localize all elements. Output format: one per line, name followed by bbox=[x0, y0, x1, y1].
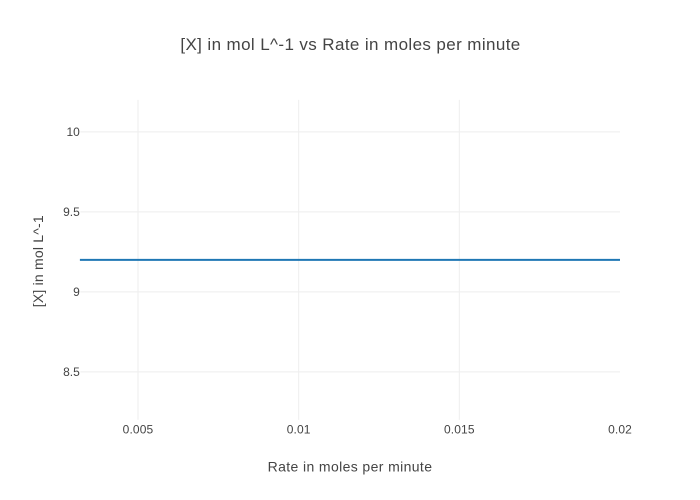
svg-text:[X] in mol L^-1 vs Rate in mol: [X] in mol L^-1 vs Rate in moles per min… bbox=[180, 35, 520, 54]
svg-text:9: 9 bbox=[73, 285, 80, 299]
svg-text:9.5: 9.5 bbox=[63, 205, 80, 219]
svg-text:0.01: 0.01 bbox=[287, 423, 311, 437]
svg-text:10: 10 bbox=[66, 125, 80, 139]
svg-text:Rate in moles per minute: Rate in moles per minute bbox=[268, 459, 433, 475]
svg-text:8.5: 8.5 bbox=[63, 365, 80, 379]
svg-text:[X] in mol L^-1: [X] in mol L^-1 bbox=[30, 215, 46, 307]
svg-text:0.02: 0.02 bbox=[608, 423, 632, 437]
svg-text:0.015: 0.015 bbox=[444, 423, 475, 437]
svg-text:0.005: 0.005 bbox=[123, 423, 154, 437]
